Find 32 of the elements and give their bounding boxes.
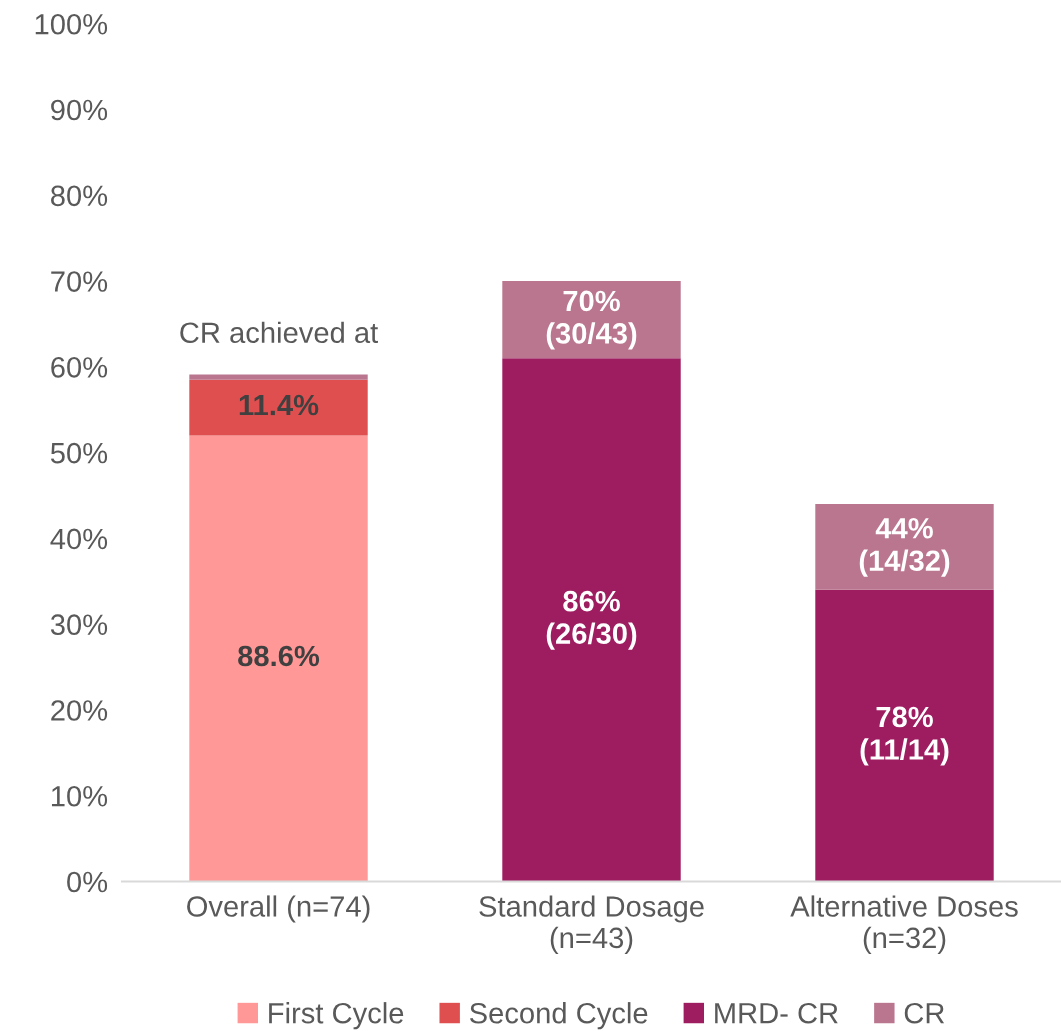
legend-label: MRD- CR [715,1002,838,1024]
y-tick-label: 80% [51,185,108,207]
bar [189,435,368,882]
annotation: 70% (30/43) [546,290,637,350]
bar [502,281,681,359]
annotation: 88.6% [238,645,320,667]
x-tick-label: Alternative Doses (n=32) [790,895,1018,954]
annotation: CR achieved at [180,321,379,344]
bar [189,374,368,380]
annotation: 86% (26/30) [546,590,637,650]
y-tick-label: 60% [51,357,108,378]
annotation: 78% (11/14) [860,706,949,766]
bar [815,589,994,882]
y-tick-label: 30% [50,614,108,636]
annotation: 11.4% [239,394,319,416]
y-tick-label: 0% [67,871,108,893]
legend-label: Second Cycle [469,1002,648,1030]
legend-label: First Cycle [269,1002,404,1030]
bar [815,504,994,590]
y-tick-label: 70% [51,271,108,292]
annotation: 44% (14/32) [859,517,950,577]
bar [502,358,681,882]
y-tick-label: 50% [50,442,108,464]
y-tick-label: 100% [35,13,108,35]
y-tick-label: 40% [50,528,108,550]
legend-label: CR [904,1002,945,1024]
y-tick-label: 90% [51,99,108,121]
x-tick-label: Standard Dosage (n=43) [479,895,704,954]
x-tick-label: Overall (n=74) [187,895,370,923]
bar [189,379,368,436]
y-tick-label: 20% [51,700,108,721]
y-tick-label: 10% [51,785,108,807]
